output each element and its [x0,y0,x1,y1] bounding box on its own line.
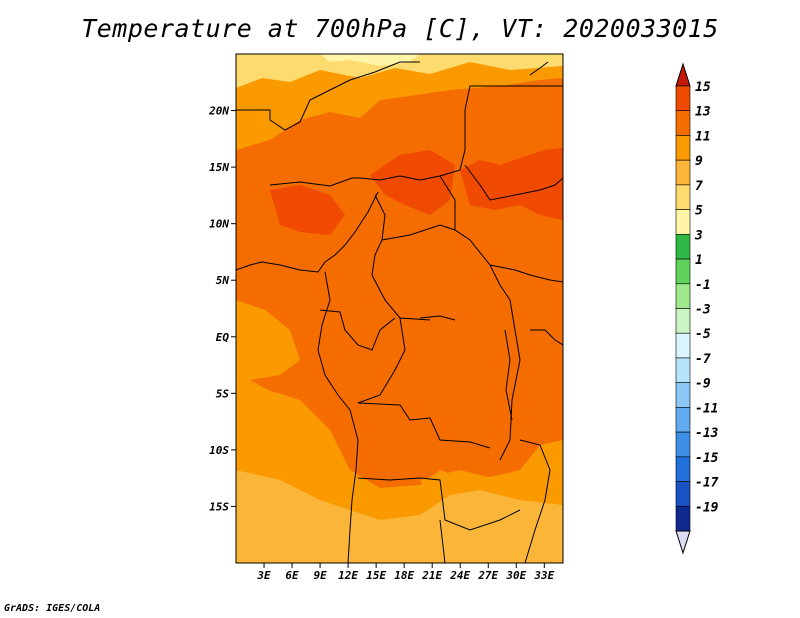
colorbar-label: -19 [695,500,719,515]
country-borders [236,61,563,563]
field-band-13-15-c [270,185,345,235]
lat-tick-label: 15S [209,500,229,513]
colorbar-swatch [675,209,691,235]
colorbar-label: 7 [695,179,703,194]
field-coast-9-11 [236,300,300,385]
colorbar-swatch [675,481,691,507]
colorbar-label: 13 [695,105,711,120]
field-band-13-15-b [460,148,563,220]
border-sahel [359,85,563,181]
lon-tick-label: 30E [505,569,526,582]
colorbar-label: 5 [695,204,703,219]
lat-tick-label: 20N [208,105,229,118]
colorbar-label: -13 [695,426,719,441]
lat-tick-label: 5S [216,387,230,400]
lat-tick-label: 10S [209,444,229,457]
coastline-central-west [317,271,359,563]
border-gabon-congo [319,309,396,351]
border-north-2 [236,109,271,120]
colorbar-under-triangle [675,530,691,555]
lon-tick-label: 21E [421,569,442,582]
colorbar-label: -15 [695,451,719,466]
colorbar-label: -7 [695,352,711,367]
border-congo-drc [357,317,406,404]
border-sudan-ethiopia [464,164,563,201]
coastline-gulf-of-guinea [236,191,379,273]
colorbar-label: 15 [695,80,711,95]
colorbar-label: -5 [695,327,711,342]
colorbar-swatch [675,431,691,458]
colorbar-swatch [675,110,691,136]
colorbar-swatch [675,85,691,112]
lon-tick-label: 18E [394,569,414,582]
colorbar-swatch [675,234,691,260]
lon-tick-label: 33E [533,569,554,582]
lon-tick-label: 6E [285,569,299,582]
colorbar-swatch [675,382,691,408]
colorbar-swatch [675,159,691,186]
lon-tick-label: 3E [256,569,271,582]
colorbar-over-triangle [675,62,691,87]
border-lake-segment [419,315,456,321]
field-band-3-5 [320,54,420,66]
temperature-field [236,54,563,563]
colorbar-label: -3 [695,303,711,318]
colorbar-label: -1 [695,278,711,293]
field-band-13-15-a [370,150,455,215]
lat-tick-label: 5N [216,274,230,287]
lon-tick-label: 27E [477,569,498,582]
colorbar-label: 11 [695,129,711,144]
field-band-7-9 [236,470,563,563]
border-red-sea [529,61,549,76]
border-cameroon-car [371,194,431,321]
colorbar-label: 3 [694,228,703,243]
colorbar: 15 13 11 9 7 5 3 1 -1 -3 -5 -7 -9 -11 -13 -15 -17 -19 [675,62,719,555]
colorbar-swatch [675,357,691,383]
border-south-sudan [489,264,563,283]
border-mozambique [519,439,551,563]
longitude-axis: 3E 6E 9E 12E 15E 18E 21E 24E 27E 30E 33E [256,563,555,582]
colorbar-label: 1 [695,253,703,268]
border-chad-sudan [439,175,456,230]
colorbar-swatch [675,407,691,433]
colorbar-swatch [675,283,691,309]
lat-tick-label: 10N [209,218,229,231]
colorbar-swatch [675,184,691,210]
border-car-drc [381,224,511,301]
map-title: Temperature at 700hPa [C], VT: 202003301… [81,14,719,43]
field-band-5-7 [236,54,563,88]
border-niger-nigeria [269,177,362,187]
lat-tick-label: EQ [216,331,230,344]
border-drc-angola [357,402,491,449]
lon-tick-label: 12E [338,569,358,582]
colorbar-swatch [675,332,691,359]
lon-tick-label: 9E [313,569,327,582]
lon-tick-label: 24E [449,569,470,582]
border-north-1 [269,61,420,131]
map-frame [235,53,564,564]
colorbar-swatch [675,456,691,482]
latitude-axis: 20N 15N 10N 5N EQ 5S 10S 15S [208,105,236,513]
colorbar-swatch [675,135,691,161]
border-angola-zambia [357,477,521,531]
lon-tick-label: 15E [366,569,386,582]
lat-tick-label: 15N [209,161,229,174]
colorbar-swatch [675,308,691,334]
border-botswana [439,519,446,563]
border-east-lakes [499,299,521,461]
border-kenya [530,329,563,346]
colorbar-swatch [675,505,691,532]
footer-credit: GrADS: IGES/COLA [4,603,101,614]
lake-tanganyika [504,329,513,421]
colorbar-label: 9 [695,154,703,169]
colorbar-label: -17 [695,476,719,491]
colorbar-label: -11 [695,401,718,416]
colorbar-label: -9 [695,377,711,392]
field-south-9-11 [420,470,563,505]
colorbar-swatch [675,258,691,285]
